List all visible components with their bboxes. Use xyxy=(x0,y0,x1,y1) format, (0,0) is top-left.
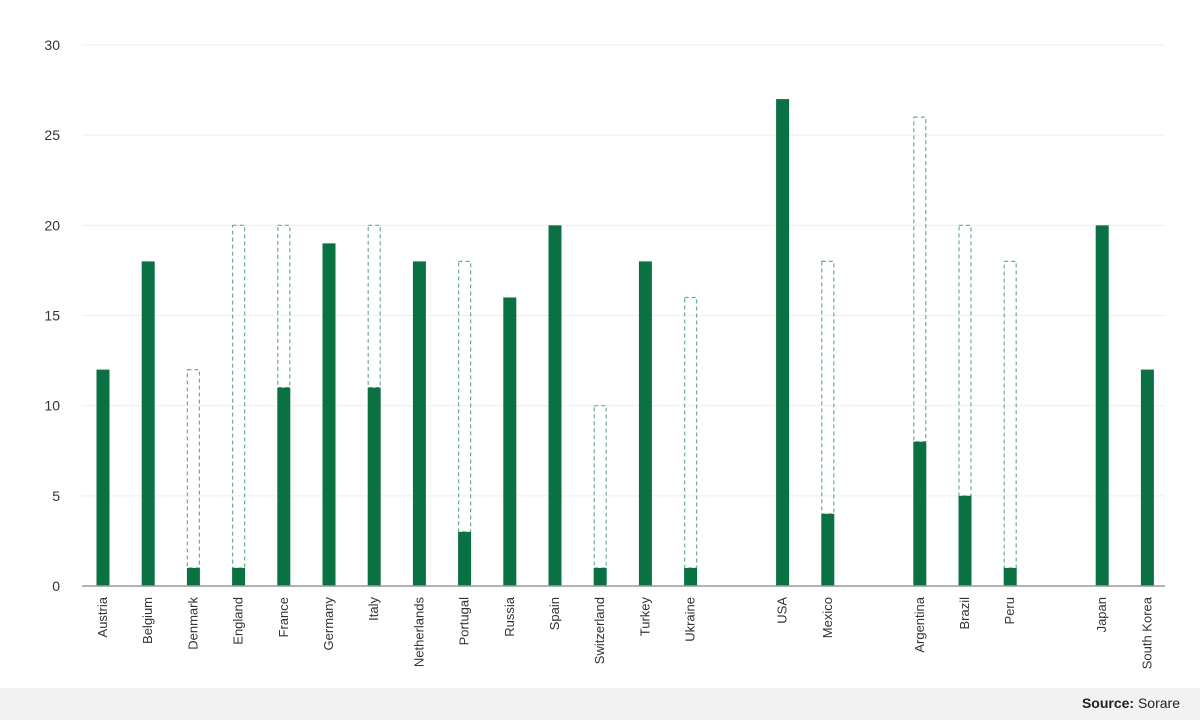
x-category-label: Netherlands xyxy=(411,597,426,668)
solid-bar xyxy=(458,531,472,586)
solid-bar xyxy=(821,513,835,586)
solid-bar xyxy=(322,243,336,586)
source-note: Source: Sorare xyxy=(1082,695,1180,711)
x-category-label: Ukraine xyxy=(683,597,698,642)
x-category-label: Austria xyxy=(95,596,110,637)
y-tick-label: 25 xyxy=(44,127,60,143)
bars xyxy=(96,99,1154,587)
solid-bar xyxy=(913,441,927,586)
x-category-label: Belgium xyxy=(140,597,155,644)
source-value: Sorare xyxy=(1134,695,1180,711)
y-tick-label: 10 xyxy=(44,398,60,414)
solid-bar xyxy=(1095,225,1109,587)
outline-bar xyxy=(277,224,291,389)
solid-bar xyxy=(277,387,291,586)
outline-bar xyxy=(1003,260,1017,569)
bar-chart: 0 5 10 15 20 25 30 Austria Belgium Denmark Englan… xyxy=(44,37,1165,669)
solid-bar xyxy=(186,567,200,586)
solid-bar xyxy=(548,225,562,587)
x-category-label: Turkey xyxy=(637,597,652,637)
x-category-label: England xyxy=(231,597,246,645)
outline-bar xyxy=(593,405,607,569)
x-category-label: Italy xyxy=(366,597,381,621)
y-tick-label: 5 xyxy=(52,488,60,504)
gridlines xyxy=(82,44,1165,497)
x-category-label: South Korea xyxy=(1139,596,1154,669)
solid-bar xyxy=(958,495,972,586)
x-axis-labels: Austria Belgium Denmark England France German… xyxy=(95,596,1154,669)
outline-bar xyxy=(232,224,246,569)
x-category-label: Portugal xyxy=(457,597,472,646)
x-category-label: Germany xyxy=(321,597,336,651)
solid-bar xyxy=(503,297,517,586)
outline-bar xyxy=(958,224,972,497)
x-category-label: Japan xyxy=(1094,597,1109,632)
x-category-label: Russia xyxy=(502,596,517,637)
y-tick-label: 15 xyxy=(44,308,60,324)
x-category-label: Switzerland xyxy=(592,597,607,664)
outline-bar xyxy=(367,224,381,389)
footer-bar: Source: Sorare xyxy=(0,688,1200,720)
y-tick-label: 20 xyxy=(44,217,60,233)
solid-bar xyxy=(684,567,698,586)
solid-bar xyxy=(141,261,155,586)
solid-bar xyxy=(1003,567,1017,586)
x-category-label: Mexico xyxy=(820,597,835,638)
x-category-label: Spain xyxy=(547,597,562,630)
outline-bar xyxy=(821,260,835,515)
x-category-label: Denmark xyxy=(185,597,200,650)
solid-bar xyxy=(593,567,607,586)
y-tick-label: 0 xyxy=(52,578,60,594)
solid-bar xyxy=(638,261,652,586)
x-category-label: Peru xyxy=(1002,597,1017,624)
solid-bar xyxy=(232,567,246,586)
outline-bar xyxy=(186,369,200,569)
x-category-label: USA xyxy=(775,597,790,624)
outline-bar xyxy=(913,116,927,443)
y-axis-ticks: 0 5 10 15 20 25 30 xyxy=(44,37,60,594)
source-label: Source: xyxy=(1081,695,1135,711)
solid-bar xyxy=(96,369,110,586)
solid-bar xyxy=(1140,369,1154,586)
x-category-label: Brazil xyxy=(957,597,972,630)
x-category-label: France xyxy=(276,597,291,637)
solid-bar xyxy=(412,261,426,586)
solid-bar xyxy=(367,387,381,586)
solid-bar xyxy=(776,99,790,586)
outline-bar xyxy=(683,296,698,569)
outline-bar xyxy=(458,260,472,533)
x-category-label: Argentina xyxy=(912,596,927,652)
y-tick-label: 30 xyxy=(44,37,60,53)
